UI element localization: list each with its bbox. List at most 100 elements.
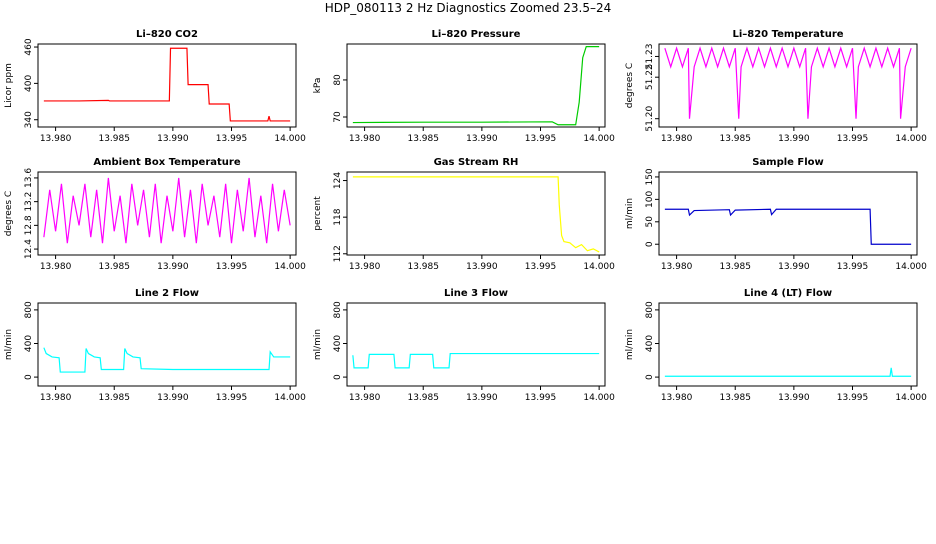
plot-frame <box>37 171 297 256</box>
plot-frame <box>346 43 606 128</box>
y-tick-label: 460 <box>24 38 34 55</box>
x-tick-label: 13.980 <box>40 393 72 403</box>
panel-title: Li–820 Pressure <box>432 29 521 40</box>
x-tick-label: 13.985 <box>98 262 130 272</box>
data-line <box>43 47 291 122</box>
x-tick-label: 13.990 <box>778 134 810 144</box>
y-axis-label: ml/min <box>4 329 14 360</box>
data-line <box>43 347 291 373</box>
y-tick-label: 800 <box>333 301 343 318</box>
x-tick-label: 14.000 <box>274 393 306 403</box>
x-tick-label: 13.995 <box>216 393 248 403</box>
x-tick-label: 14.000 <box>583 134 615 144</box>
y-axis-label: ml/min <box>313 329 323 360</box>
y-tick-label: 51.20 <box>645 106 655 132</box>
y-axis-label: Licor ppm <box>4 63 14 108</box>
y-tick-label: 50 <box>645 216 655 228</box>
x-tick-label: 13.985 <box>719 393 751 403</box>
x-tick-label: 13.980 <box>40 262 72 272</box>
x-tick-label: 13.985 <box>407 262 439 272</box>
y-axis-label: ml/min <box>625 198 635 229</box>
panel-title: Ambient Box Temperature <box>93 157 240 168</box>
y-tick-label: 400 <box>24 335 34 352</box>
panel-title: Li–820 Temperature <box>732 29 843 40</box>
y-tick-label: 150 <box>645 168 655 185</box>
y-tick-label: 124 <box>333 172 343 189</box>
panel-title: Line 3 Flow <box>444 288 508 299</box>
y-tick-label: 118 <box>333 208 343 225</box>
y-tick-label: 12.4 <box>24 239 34 259</box>
panel-title: Li–820 CO2 <box>136 29 198 40</box>
x-tick-label: 13.980 <box>349 393 381 403</box>
x-tick-label: 13.995 <box>525 134 557 144</box>
y-tick-label: 0 <box>24 374 34 380</box>
x-tick-label: 13.990 <box>778 262 810 272</box>
x-tick-label: 13.990 <box>157 393 189 403</box>
y-axis-label: percent <box>313 196 323 231</box>
x-tick-label: 13.980 <box>40 134 72 144</box>
plot-frame <box>346 171 606 256</box>
plot-frame <box>658 302 918 387</box>
plot-frame <box>346 302 606 387</box>
x-tick-label: 13.995 <box>216 134 248 144</box>
data-line <box>352 352 600 369</box>
data-line <box>352 45 600 126</box>
x-tick-label: 13.995 <box>837 262 869 272</box>
x-tick-label: 13.980 <box>349 262 381 272</box>
x-tick-label: 14.000 <box>274 262 306 272</box>
plot-frame <box>658 171 918 256</box>
y-tick-label: 400 <box>645 335 655 352</box>
panel-title: Sample Flow <box>752 157 824 168</box>
x-tick-label: 14.000 <box>274 134 306 144</box>
plot-frame <box>658 43 918 128</box>
x-tick-label: 14.000 <box>895 262 927 272</box>
x-tick-label: 13.985 <box>407 393 439 403</box>
x-tick-label: 13.990 <box>157 262 189 272</box>
x-tick-label: 13.990 <box>157 134 189 144</box>
y-tick-label: 400 <box>333 335 343 352</box>
y-tick-label: 12.8 <box>24 215 34 235</box>
x-tick-label: 13.985 <box>98 134 130 144</box>
main-title: HDP_080113 2 Hz Diagnostics Zoomed 23.5–… <box>325 1 612 15</box>
panel-title: Line 2 Flow <box>135 288 199 299</box>
y-tick-label: 112 <box>333 245 343 262</box>
data-line <box>664 367 912 377</box>
x-tick-label: 14.000 <box>895 134 927 144</box>
y-axis-label: degrees C <box>625 63 635 108</box>
panel-title: Gas Stream RH <box>434 157 519 168</box>
x-tick-label: 13.995 <box>525 262 557 272</box>
y-tick-label: 13.2 <box>24 192 34 212</box>
data-line <box>352 176 600 253</box>
x-tick-label: 14.000 <box>583 262 615 272</box>
data-line <box>664 208 912 245</box>
x-tick-label: 13.990 <box>466 134 498 144</box>
x-tick-label: 13.985 <box>407 134 439 144</box>
x-tick-label: 13.985 <box>98 393 130 403</box>
y-tick-label: 800 <box>645 301 655 318</box>
y-axis-label: degrees C <box>4 191 14 236</box>
panel-title: Line 4 (LT) Flow <box>744 288 832 299</box>
data-line <box>664 46 912 119</box>
y-tick-label: 80 <box>333 74 343 86</box>
y-tick-label: 13.6 <box>24 168 34 188</box>
y-tick-label: 0 <box>333 374 343 380</box>
x-tick-label: 13.995 <box>216 262 248 272</box>
x-tick-label: 13.995 <box>837 393 869 403</box>
x-tick-label: 13.985 <box>719 262 751 272</box>
x-tick-label: 13.990 <box>778 393 810 403</box>
x-tick-label: 13.980 <box>661 393 693 403</box>
y-tick-label: 0 <box>645 374 655 380</box>
x-tick-label: 13.995 <box>525 393 557 403</box>
plot-frame <box>37 43 297 128</box>
x-tick-label: 14.000 <box>895 393 927 403</box>
x-tick-label: 13.995 <box>837 134 869 144</box>
data-line <box>43 177 291 244</box>
plot-frame <box>37 302 297 387</box>
x-tick-label: 13.980 <box>661 262 693 272</box>
y-axis-label: kPa <box>313 78 323 94</box>
y-tick-label: 800 <box>24 301 34 318</box>
y-tick-label: 400 <box>24 75 34 92</box>
y-tick-label: 340 <box>24 111 34 128</box>
y-tick-label: 51.22 <box>645 64 655 90</box>
